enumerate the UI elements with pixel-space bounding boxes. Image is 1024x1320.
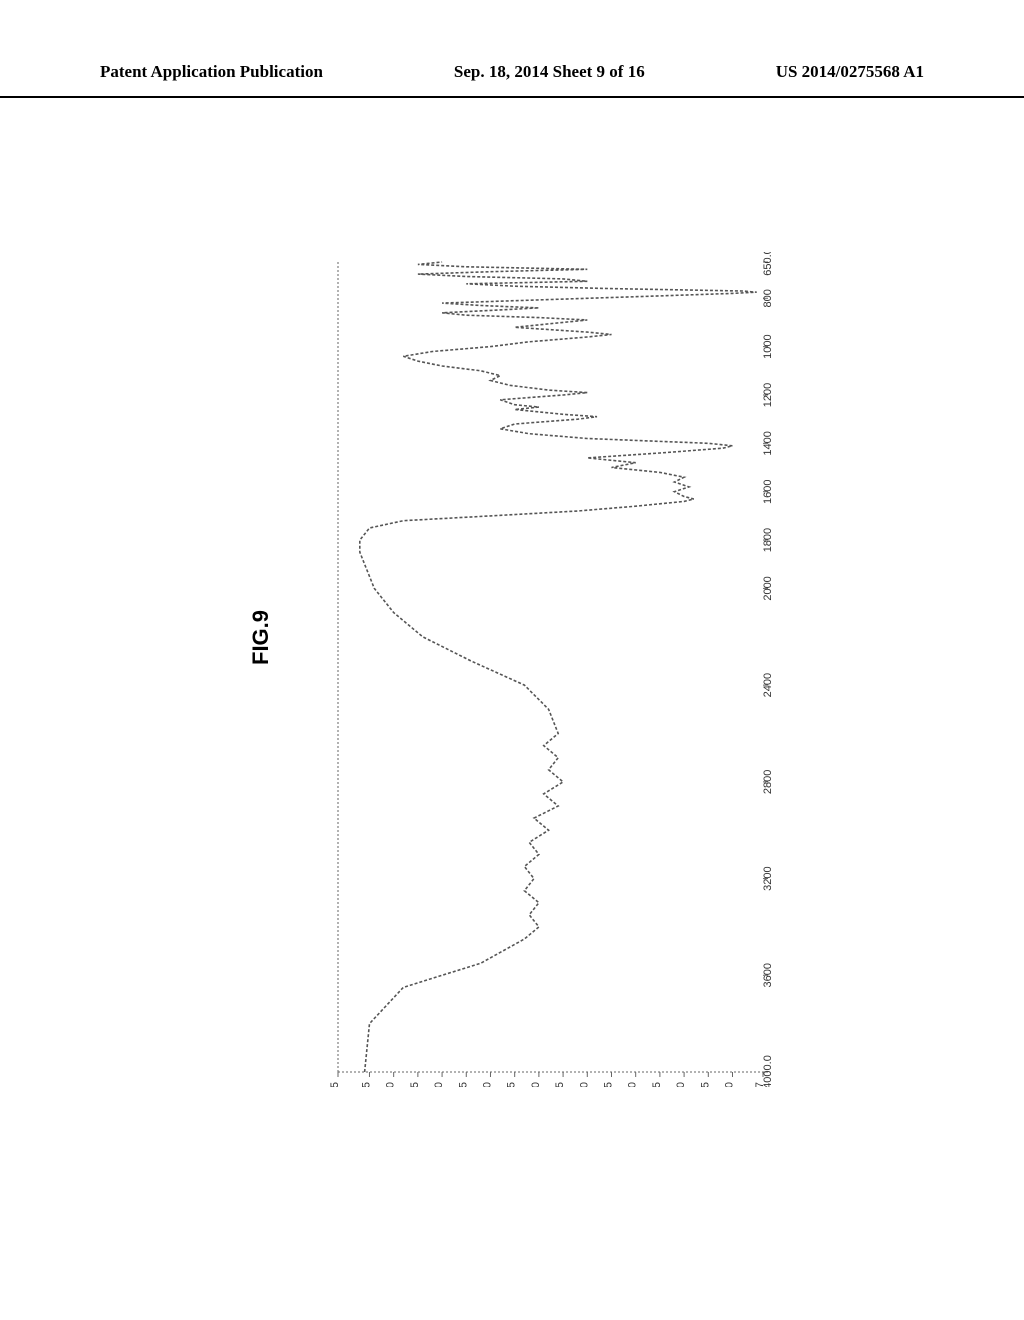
- header-left: Patent Application Publication: [100, 62, 323, 82]
- svg-text:35: 35: [651, 1082, 663, 1087]
- svg-text:75: 75: [457, 1082, 469, 1087]
- svg-text:650.0: 650.0: [762, 252, 773, 276]
- svg-text:2800: 2800: [762, 770, 773, 794]
- svg-text:20: 20: [724, 1082, 736, 1087]
- ir-spectrum-chart: 650.0 800 1000 1200 1400 1600 1800 2000 2400 2800…: [283, 252, 773, 1087]
- svg-text:70: 70: [481, 1082, 493, 1087]
- svg-text:50: 50: [578, 1082, 590, 1087]
- figure-label: FIG.9: [248, 610, 274, 665]
- chart-svg: 650.0 800 1000 1200 1400 1600 1800 2000 2400 2800…: [283, 252, 773, 1087]
- svg-text:1400: 1400: [762, 431, 773, 455]
- svg-text:13.7: 13.7: [754, 1082, 766, 1087]
- svg-text:3200: 3200: [762, 866, 773, 890]
- svg-text:85: 85: [409, 1082, 421, 1087]
- svg-text:55: 55: [554, 1082, 566, 1087]
- svg-text:40: 40: [627, 1082, 639, 1087]
- svg-text:30: 30: [675, 1082, 687, 1087]
- svg-text:80: 80: [433, 1082, 445, 1087]
- svg-text:101.5: 101.5: [329, 1082, 341, 1087]
- svg-text:3600: 3600: [762, 963, 773, 987]
- svg-text:2000: 2000: [762, 576, 773, 600]
- svg-text:1600: 1600: [762, 479, 773, 503]
- svg-text:65: 65: [506, 1082, 518, 1087]
- header-right: US 2014/0275568 A1: [776, 62, 924, 82]
- header-center: Sep. 18, 2014 Sheet 9 of 16: [454, 62, 645, 82]
- svg-text:60: 60: [530, 1082, 542, 1087]
- svg-text:90: 90: [385, 1082, 397, 1087]
- svg-text:1000: 1000: [762, 334, 773, 358]
- page-header: Patent Application Publication Sep. 18, …: [0, 62, 1024, 98]
- svg-text:95: 95: [360, 1082, 372, 1087]
- svg-text:25: 25: [699, 1082, 711, 1087]
- svg-text:800: 800: [762, 289, 773, 307]
- svg-text:45: 45: [602, 1082, 614, 1087]
- svg-text:1800: 1800: [762, 528, 773, 552]
- svg-text:1200: 1200: [762, 383, 773, 407]
- svg-text:2400: 2400: [762, 673, 773, 697]
